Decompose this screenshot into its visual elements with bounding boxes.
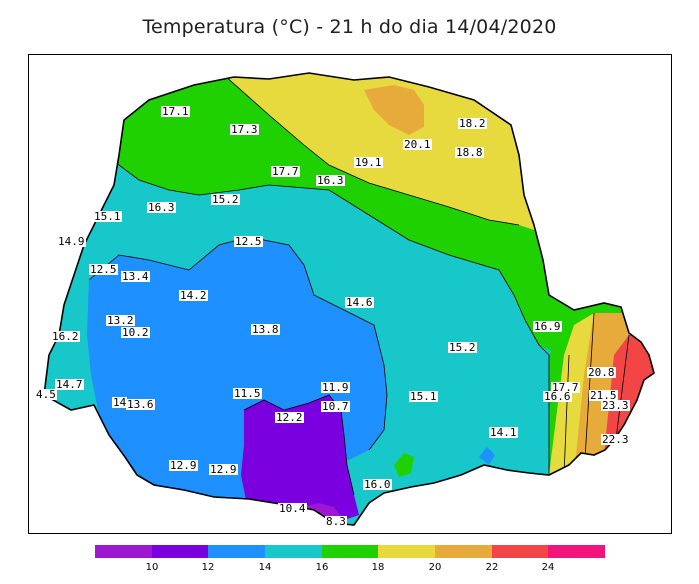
station-label: 15.1 bbox=[409, 390, 438, 403]
station-label: 18.2 bbox=[458, 117, 487, 130]
station-label: 14.6 bbox=[345, 296, 374, 309]
legend-tick: 18 bbox=[371, 562, 385, 573]
station-label: 11.9 bbox=[321, 381, 350, 394]
station-label: 12.5 bbox=[234, 235, 263, 248]
station-label: 15.2 bbox=[448, 341, 477, 354]
station-label: 4.5 bbox=[35, 388, 57, 401]
station-label: 15.1 bbox=[93, 210, 122, 223]
station-label: 20.8 bbox=[587, 366, 616, 379]
legend-swatch bbox=[95, 545, 152, 558]
station-label: 13.8 bbox=[251, 323, 280, 336]
station-label: 23.3 bbox=[601, 399, 630, 412]
color-legend: 10 12 14 16 18 20 22 24 bbox=[95, 545, 606, 581]
station-label: 16.3 bbox=[316, 174, 345, 187]
legend-swatch bbox=[378, 545, 436, 558]
band-16-18-spot bbox=[394, 453, 414, 477]
legend-swatch bbox=[265, 545, 322, 558]
temperature-map bbox=[43, 72, 655, 526]
station-label: 12.9 bbox=[169, 459, 198, 472]
station-label: 12.9 bbox=[209, 463, 238, 476]
station-label: 21.5 bbox=[589, 389, 618, 402]
station-label: 16.9 bbox=[533, 320, 562, 333]
station-label: 13.6 bbox=[126, 398, 155, 411]
station-label: 12.5 bbox=[89, 263, 118, 276]
station-label: 16.2 bbox=[51, 330, 80, 343]
band-10-12 bbox=[241, 395, 359, 520]
station-label: 16.6 bbox=[543, 390, 572, 403]
station-label: 12.2 bbox=[275, 411, 304, 424]
legend-tick: 10 bbox=[145, 562, 159, 573]
station-label: 14.2 bbox=[179, 289, 208, 302]
station-label: 20.1 bbox=[403, 138, 432, 151]
band-12-14-spot bbox=[479, 447, 495, 465]
station-label: 15.2 bbox=[211, 193, 240, 206]
station-label: 10.4 bbox=[278, 502, 307, 515]
station-label: 17.1 bbox=[161, 105, 190, 118]
legend-tick: 12 bbox=[201, 562, 215, 573]
station-label: 10.2 bbox=[121, 326, 150, 339]
station-label: 16.0 bbox=[363, 478, 392, 491]
station-label: 13.4 bbox=[121, 270, 150, 283]
station-label: 10.7 bbox=[321, 400, 350, 413]
legend-tick: 20 bbox=[428, 562, 442, 573]
legend-swatch bbox=[491, 545, 549, 558]
legend-bar bbox=[95, 545, 606, 558]
legend-swatch bbox=[321, 545, 379, 558]
station-label: 17.3 bbox=[230, 123, 259, 136]
legend-tick: 24 bbox=[541, 562, 555, 573]
legend-swatch bbox=[435, 545, 492, 558]
legend-swatch bbox=[548, 545, 606, 558]
map-panel: 17.1 17.3 20.1 18.2 18.8 19.1 17.7 16.3 … bbox=[28, 54, 672, 534]
station-label: 22.3 bbox=[601, 433, 630, 446]
station-label: 14.7 bbox=[55, 378, 84, 391]
station-label: 17.7 bbox=[551, 381, 580, 394]
legend-swatch bbox=[151, 545, 209, 558]
legend-swatch bbox=[208, 545, 266, 558]
state-outline bbox=[43, 72, 655, 526]
map-title: Temperatura (°C) - 21 h do dia 14/04/202… bbox=[142, 16, 557, 38]
station-label: 14.9 bbox=[57, 235, 86, 248]
legend-tick: 16 bbox=[315, 562, 329, 573]
legend-tick: 14 bbox=[258, 562, 272, 573]
station-label: 19.1 bbox=[354, 156, 383, 169]
station-label: 13.2 bbox=[106, 314, 135, 327]
station-label: 18.8 bbox=[455, 146, 484, 159]
station-label: 8.3 bbox=[325, 515, 347, 528]
station-label: 17.7 bbox=[271, 165, 300, 178]
band-20-22-north bbox=[364, 85, 424, 135]
station-label: 14.1 bbox=[489, 426, 518, 439]
station-label: 14 bbox=[112, 396, 128, 409]
legend-tick: 22 bbox=[485, 562, 499, 573]
station-label: 16.3 bbox=[147, 201, 176, 214]
station-label: 11.5 bbox=[233, 387, 262, 400]
